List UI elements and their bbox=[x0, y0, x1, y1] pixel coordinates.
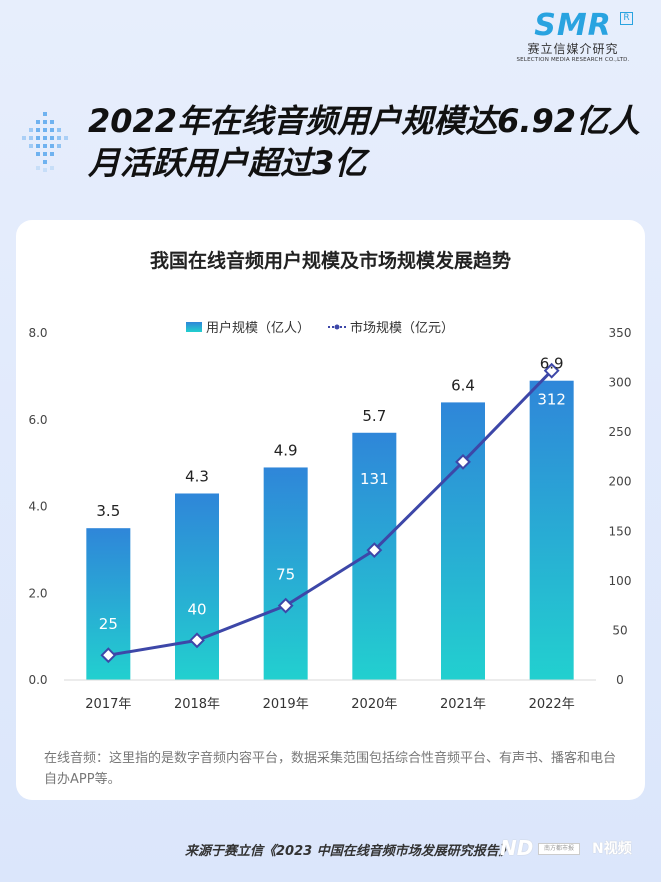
y-left-tick-label: 2.0 bbox=[28, 586, 47, 600]
y-right-tick-label: 0 bbox=[616, 673, 624, 687]
y-right-tick-label: 150 bbox=[609, 524, 632, 538]
line-value-label: 312 bbox=[537, 391, 566, 409]
chart-note: 在线音频：这里指的是数字音频内容平台，数据采集范围包括综合性音频平台、有声书、播… bbox=[44, 751, 617, 787]
y-right-tick-label: 350 bbox=[609, 326, 632, 340]
footer: 来源于赛立信《2023 中国在线音频市场发展研究报告》 ND 南方都市报 N视频 bbox=[0, 834, 661, 864]
chart-plot: 3.5 4.3 4.9 5.7 6.4 6.9 25 40 75 131 220 312 0.0 2.0… bbox=[28, 326, 632, 712]
line-value-label: 40 bbox=[187, 600, 206, 618]
x-tick-label: 2018年 bbox=[174, 697, 220, 712]
bar-value-label: 4.3 bbox=[185, 467, 209, 485]
x-tick-label: 2021年 bbox=[440, 697, 486, 712]
brand-nd-box: 南方都市报 bbox=[538, 843, 580, 855]
bar bbox=[529, 380, 574, 680]
logo-company-en: SELECTION MEDIA RESEARCH CO.,LTD. bbox=[516, 57, 630, 63]
y-right-tick-label: 100 bbox=[609, 574, 632, 588]
y-left-tick-label: 4.0 bbox=[28, 500, 47, 514]
y-left-tick-label: 6.0 bbox=[28, 413, 47, 427]
x-tick-label: 2017年 bbox=[85, 697, 131, 712]
legend-bar-swatch bbox=[186, 321, 202, 332]
brand-nvideo-logo: N视频 bbox=[592, 841, 632, 857]
y-left-tick-label: 8.0 bbox=[28, 326, 47, 340]
y-right-tick-label: 50 bbox=[612, 623, 627, 637]
smr-logo: SMR R 赛立信媒介研究 SELECTION MEDIA RESEARCH C… bbox=[509, 10, 637, 64]
line-value-label: 75 bbox=[276, 566, 295, 584]
y-right-tick-label: 300 bbox=[609, 376, 632, 390]
legend-label-market: 市场规模（亿元） bbox=[350, 321, 455, 336]
source-text: 来源于赛立信《2023 中国在线音频市场发展研究报告》 bbox=[185, 844, 512, 859]
line-value-label: 131 bbox=[360, 470, 389, 488]
headline-line-2: 月活跃用户超过3亿 bbox=[88, 144, 367, 182]
x-tick-label: 2020年 bbox=[351, 697, 397, 712]
line-value-label: 220 bbox=[449, 363, 478, 381]
logo-company-cn: 赛立信媒介研究 bbox=[527, 42, 619, 56]
bar-value-label: 3.5 bbox=[96, 502, 120, 520]
bar bbox=[263, 467, 308, 680]
chart-card: 我国在线音频用户规模及市场规模发展趋势 用户规模（亿人） 市场规模（亿元） 3.… bbox=[16, 220, 645, 800]
market-point bbox=[455, 453, 471, 470]
legend-item-market: 市场规模（亿元） bbox=[328, 317, 454, 336]
y-right-tick-label: 250 bbox=[609, 425, 632, 439]
bar-value-label: 6.9 bbox=[540, 355, 564, 373]
brand-nd-logo: ND bbox=[500, 836, 534, 860]
audio-wave-icon bbox=[22, 112, 68, 172]
y-right-tick-label: 200 bbox=[609, 475, 632, 489]
market-point bbox=[543, 362, 560, 379]
bar-value-label: 6.4 bbox=[451, 376, 475, 394]
logo-mark: SMR bbox=[534, 8, 612, 43]
registered-icon: R bbox=[620, 12, 633, 25]
x-tick-label: 2022年 bbox=[529, 697, 575, 712]
legend-label-users: 用户规模（亿人） bbox=[206, 321, 311, 336]
market-point bbox=[189, 632, 205, 649]
bar bbox=[175, 493, 219, 680]
bar-value-label: 4.9 bbox=[274, 441, 298, 459]
market-point bbox=[277, 597, 294, 614]
headline: 2022年在线音频用户规模达6.92亿人 月活跃用户超过3亿 bbox=[88, 100, 648, 184]
legend-item-users: 用户规模（亿人） bbox=[186, 317, 310, 336]
line-value-label: 25 bbox=[99, 615, 118, 633]
y-left-tick-label: 0.0 bbox=[28, 673, 47, 687]
x-tick-label: 2019年 bbox=[263, 697, 309, 712]
bar-value-label: 5.7 bbox=[362, 407, 386, 425]
legend-line-swatch bbox=[328, 324, 347, 329]
market-point bbox=[366, 542, 383, 559]
market-line bbox=[108, 369, 553, 657]
headline-line-1: 2022年在线音频用户规模达6.92亿人 bbox=[88, 102, 641, 140]
chart-legend: 用户规模（亿人） 市场规模（亿元） bbox=[186, 317, 454, 336]
market-point bbox=[100, 647, 117, 664]
chart-title: 我国在线音频用户规模及市场规模发展趋势 bbox=[149, 250, 511, 272]
